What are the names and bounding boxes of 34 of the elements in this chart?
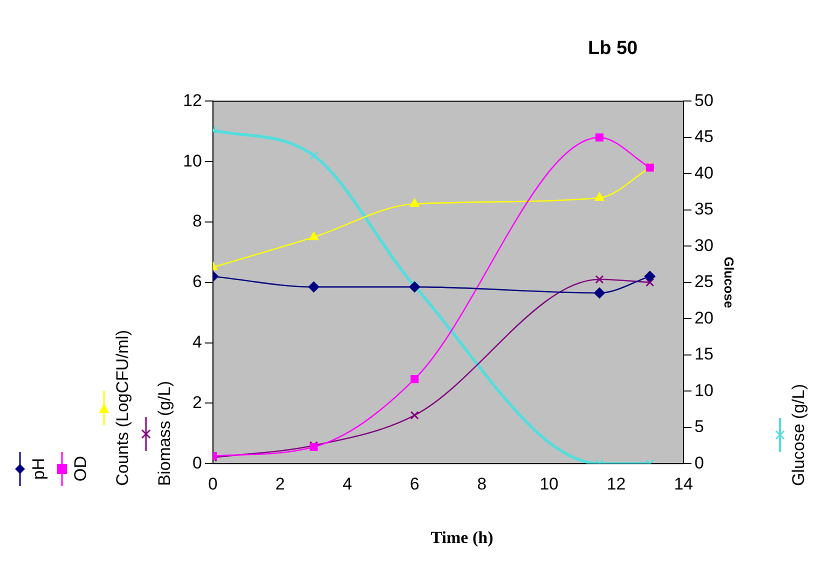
y-tick-label: 0 [192, 453, 202, 472]
y-tick-label: 12 [182, 90, 202, 110]
y2-tick-label: 25 [694, 272, 714, 292]
y2-tick-label: 45 [694, 127, 714, 146]
legend-label: Counts (LogCFU/ml) [113, 330, 133, 486]
y-tick-label: 10 [182, 151, 202, 170]
legend-label: OD [71, 456, 91, 482]
y2-tick-label: 40 [694, 163, 714, 182]
x-tick-label: 6 [410, 474, 420, 494]
legend-label: Biomass (g/L) [155, 381, 175, 486]
x-tick-label: 4 [342, 474, 352, 494]
x-axis-title: Time (h) [430, 528, 494, 548]
x-tick-label: 12 [606, 474, 626, 494]
y2-tick-label: 15 [694, 344, 714, 364]
x-tick-label: 10 [540, 474, 558, 494]
y2-tick-label: 30 [694, 236, 714, 255]
y2-tick-label: 10 [694, 380, 714, 400]
x-tick-label: 8 [477, 474, 487, 494]
y-tick-label: 8 [192, 212, 202, 231]
y-tick-label: 6 [192, 272, 202, 292]
y2-tick-label: 20 [694, 308, 714, 328]
y2-tick-label: 0 [694, 453, 704, 472]
legend-label: Glucose (g/L) [789, 384, 809, 486]
y2-tick-label: 35 [694, 200, 714, 219]
x-tick-label: 14 [674, 474, 693, 494]
x-tick-label: 2 [275, 474, 285, 494]
x-tick-label: 0 [208, 474, 218, 494]
y2-axis-title: Glucose [722, 256, 737, 308]
y2-tick-label: 5 [694, 417, 704, 436]
legend-label: pH [29, 458, 49, 480]
y-tick-label: 4 [192, 332, 202, 352]
y-tick-label: 2 [192, 392, 202, 412]
y2-tick-label: 50 [694, 90, 714, 110]
chart-title: Lb 50 [588, 38, 638, 60]
